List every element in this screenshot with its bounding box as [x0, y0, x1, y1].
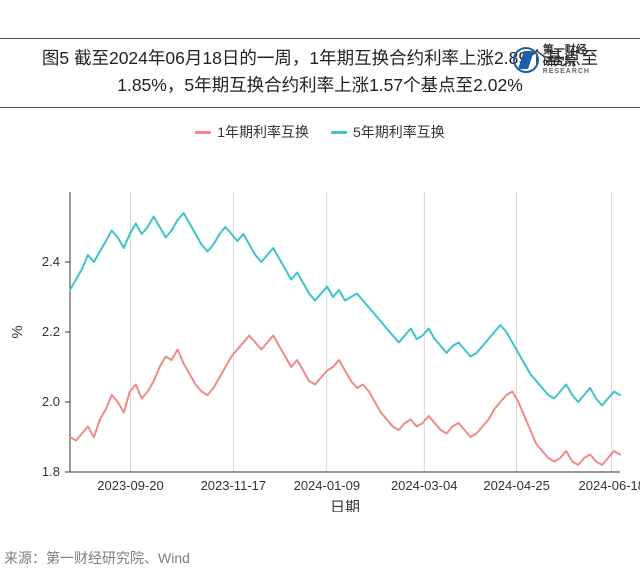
legend-label-1y: 1年期利率互换: [217, 122, 309, 142]
svg-text:日期: 日期: [330, 499, 360, 512]
svg-text:2.4: 2.4: [42, 254, 60, 269]
brand-logo: 第一财经 研究院 RESEARCH: [513, 44, 590, 76]
svg-text:2024-01-09: 2024-01-09: [294, 478, 361, 493]
svg-text:2024-06-18: 2024-06-18: [579, 478, 640, 493]
svg-text:2023-09-20: 2023-09-20: [97, 478, 164, 493]
legend-swatch-5y: [331, 131, 347, 134]
svg-text:2.0: 2.0: [42, 394, 60, 409]
chart-svg: 2023-09-20 2023-11-17 2024-01-09 2024-03-04…: [0, 142, 640, 512]
logo-text: 第一财经 研究院 RESEARCH: [543, 44, 590, 76]
svg-text:2024-04-25: 2024-04-25: [483, 478, 550, 493]
svg-text:%: %: [9, 326, 26, 339]
legend-swatch-1y: [195, 131, 211, 134]
svg-text:1.8: 1.8: [42, 464, 60, 479]
chart-plot: 2023-09-20 2023-11-17 2024-01-09 2024-03-04…: [0, 142, 640, 542]
svg-text:2024-03-04: 2024-03-04: [391, 478, 458, 493]
legend: 1年期利率互换 5年期利率互换: [0, 108, 640, 142]
svg-text:2023-11-17: 2023-11-17: [201, 478, 267, 493]
source-line: 来源：第一财经研究院、Wind: [0, 542, 640, 568]
legend-item-5y: 5年期利率互换: [331, 122, 445, 142]
logo-icon: [513, 47, 539, 73]
svg-text:2.2: 2.2: [42, 324, 60, 339]
legend-label-5y: 5年期利率互换: [353, 122, 445, 142]
legend-item-1y: 1年期利率互换: [195, 122, 309, 142]
